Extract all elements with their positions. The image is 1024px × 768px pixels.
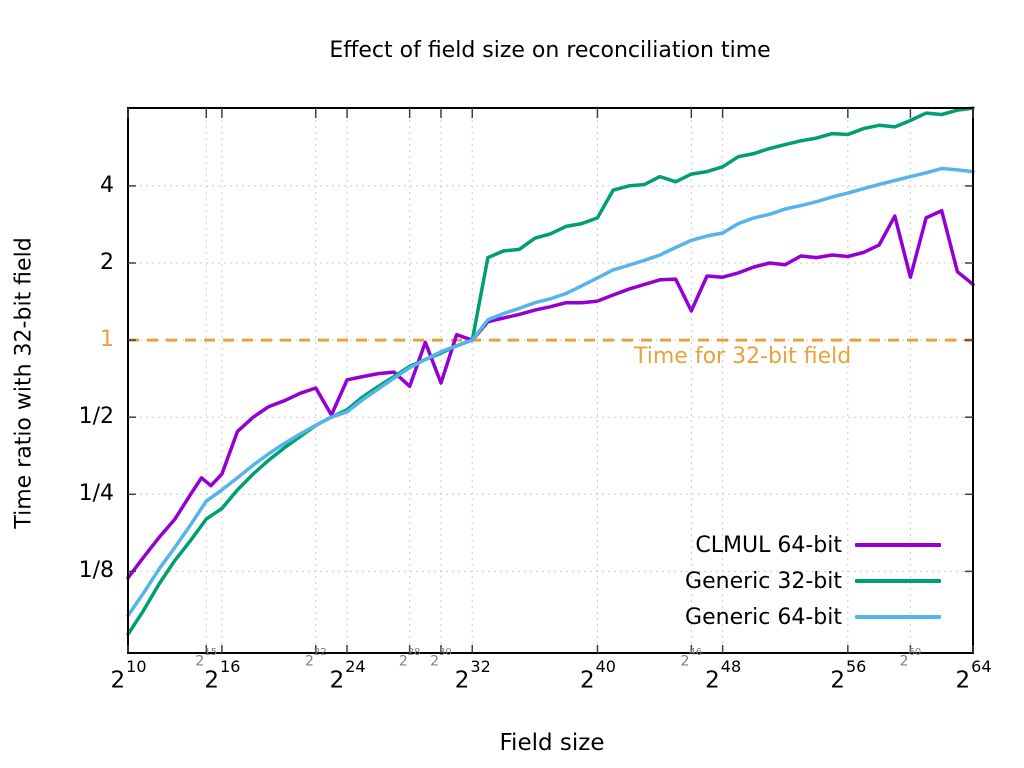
x-tick-label-major: 264: [955, 657, 992, 694]
chart-title: Effect of field size on reconciliation t…: [329, 38, 771, 63]
legend-label: CLMUL 64-bit: [695, 532, 842, 558]
x-tick-label-major: 216: [204, 657, 241, 694]
x-tick-label-minor: 228: [398, 647, 421, 670]
legend-line-swatch: [855, 615, 941, 619]
legend-line-swatch: [855, 579, 941, 583]
y-tick-label: 1/4: [78, 481, 114, 507]
y-tick-label: 1: [100, 327, 114, 353]
plot-border: [127, 107, 974, 654]
x-tick-label-minor: 246: [680, 647, 703, 670]
y-tick-label: 1/8: [78, 558, 114, 584]
legend-label: Generic 64-bit: [685, 604, 842, 630]
reference-line-label: Time for 32-bit field: [634, 344, 852, 369]
series-line-1: [126, 106, 975, 637]
x-tick-label-major: 224: [329, 657, 366, 694]
x-tick-label-minor: 260: [899, 647, 922, 670]
series-line-0: [126, 208, 975, 580]
legend-line-swatch: [855, 543, 941, 547]
y-tick-label: 2: [100, 250, 114, 275]
y-tick-label: 4: [100, 172, 114, 198]
x-tick-label-minor: 222: [304, 647, 327, 670]
x-tick-label-major: 232: [454, 657, 491, 694]
x-tick-label-major: 256: [830, 657, 867, 694]
x-tick-label-major: 248: [705, 657, 742, 694]
x-tick-label-minor: 215: [195, 647, 218, 670]
series-line-2: [126, 166, 975, 618]
x-tick-label-major: 210: [110, 657, 147, 694]
legend-item: CLMUL 64-bit: [685, 527, 941, 563]
x-tick-label-minor: 230: [430, 647, 452, 670]
legend: CLMUL 64-bit Generic 32-bit Generic 64-b…: [685, 527, 941, 635]
legend-item: Generic 32-bit: [685, 563, 941, 599]
legend-item: Generic 64-bit: [685, 599, 941, 635]
legend-label: Generic 32-bit: [685, 568, 842, 594]
x-axis-title: Field size: [499, 730, 605, 756]
x-tick-label-major: 240: [579, 657, 616, 694]
y-tick-label: 1/2: [78, 404, 114, 430]
